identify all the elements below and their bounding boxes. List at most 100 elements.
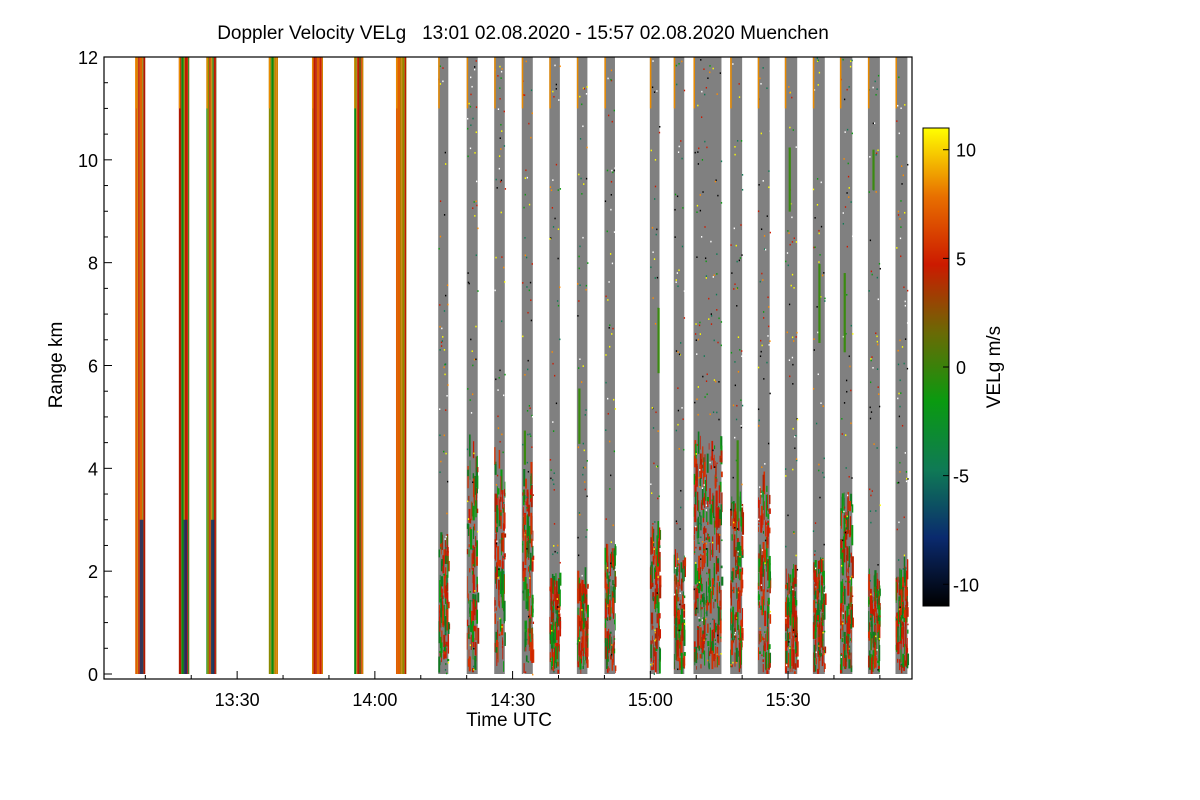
velocity-signal: [730, 649, 732, 668]
velocity-speckle: [903, 362, 905, 365]
velocity-speckle: [584, 488, 586, 491]
x-axis: 13:30 14:00 14:30 15:00 15:30: [144, 671, 881, 710]
velocity-speckle: [734, 361, 736, 363]
velocity-signal: [586, 626, 588, 639]
velocity-signal: [847, 645, 849, 654]
velocity-speckle: [657, 497, 659, 500]
x-tick-label: 14:00: [352, 690, 397, 710]
velocity-signal: [819, 615, 821, 623]
velocity-signal: [849, 597, 851, 619]
velocity-signal: [716, 626, 718, 631]
velocity-signal: [767, 520, 770, 537]
velocity-signal: [895, 581, 897, 603]
velocity-signal: [611, 644, 613, 654]
velocity-speckle: [678, 353, 681, 356]
velocity-signal: [847, 603, 851, 609]
velocity-speckle: [701, 90, 703, 93]
velocity-speckle: [504, 281, 506, 283]
velocity-speckle: [578, 300, 580, 302]
velocity-signal: [850, 629, 852, 643]
velocity-signal: [763, 501, 765, 520]
velocity-speckle: [737, 550, 739, 553]
velocity-signal: [846, 605, 849, 623]
velocity-speckle: [761, 549, 764, 551]
velocity-signal: [907, 607, 909, 617]
velocity-signal: [878, 620, 881, 639]
velocity-speckle: [694, 151, 696, 154]
velocity-signal: [604, 623, 607, 643]
velocity-signal: [649, 567, 652, 589]
velocity-speckle: [501, 433, 503, 436]
velocity-signal: [847, 497, 849, 516]
velocity-speckle: [526, 506, 528, 509]
velocity-signal: [609, 553, 611, 577]
velocity-stripe: [139, 57, 143, 674]
velocity-signal: [785, 650, 788, 664]
velocity-signal: [474, 601, 476, 607]
velocity-speckle: [578, 267, 580, 270]
velocity-signal: [532, 555, 535, 560]
velocity-speckle: [740, 399, 742, 402]
velocity-signal: [702, 649, 705, 655]
velocity-speckle: [815, 651, 817, 654]
velocity-signal: [524, 632, 527, 648]
velocity-signal: [443, 621, 445, 628]
colorbar-tick-label: 5: [956, 249, 966, 269]
velocity-speckle: [475, 60, 477, 62]
velocity-speckle: [814, 564, 816, 567]
velocity-speckle: [586, 495, 588, 498]
profile-group: [268, 57, 278, 674]
velocity-speckle: [675, 64, 678, 67]
velocity-speckle: [526, 176, 528, 179]
velocity-stripe: [401, 57, 403, 674]
velocity-signal: [732, 501, 735, 520]
velocity-speckle: [440, 460, 442, 463]
velocity-signal: [608, 604, 610, 615]
velocity-signal: [605, 543, 608, 563]
velocity-signal: [586, 659, 589, 668]
velocity-signal: [550, 598, 552, 610]
velocity-speckle: [820, 225, 823, 228]
velocity-signal: [708, 443, 710, 450]
y-tick-label: 6: [88, 357, 98, 377]
velocity-streak: [736, 440, 739, 522]
velocity-signal: [532, 545, 534, 558]
velocity-signal: [906, 587, 908, 609]
velocity-signal: [555, 573, 557, 585]
velocity-signal: [498, 496, 500, 511]
velocity-speckle: [473, 68, 476, 71]
velocity-signal: [443, 634, 446, 648]
velocity-speckle: [898, 608, 901, 611]
velocity-speckle: [495, 483, 498, 486]
velocity-speckle: [796, 331, 798, 334]
velocity-speckle: [650, 266, 652, 269]
velocity-signal: [607, 595, 610, 604]
velocity-speckle: [737, 370, 740, 373]
velocity-signal: [785, 584, 788, 589]
velocity-speckle: [706, 146, 708, 149]
velocity-signal: [558, 644, 560, 652]
velocity-signal: [679, 614, 682, 631]
velocity-signal: [702, 568, 703, 572]
velocity-signal: [552, 652, 555, 673]
velocity-speckle: [495, 256, 497, 259]
velocity-signal: [680, 634, 681, 656]
velocity-speckle: [796, 459, 798, 462]
velocity-stripe: [360, 57, 362, 674]
velocity-speckle: [906, 322, 909, 324]
velocity-speckle: [522, 443, 524, 446]
velocity-signal: [579, 650, 582, 657]
velocity-speckle: [768, 186, 770, 189]
velocity-speckle: [704, 257, 707, 260]
velocity-speckle: [532, 673, 534, 676]
velocity-speckle: [494, 289, 496, 292]
velocity-speckle: [904, 338, 907, 340]
velocity-signal: [868, 574, 871, 591]
velocity-signal: [683, 652, 686, 656]
velocity-speckle: [524, 237, 526, 239]
velocity-signal: [697, 431, 700, 454]
velocity-speckle: [818, 469, 820, 472]
velocity-signal: [814, 625, 816, 639]
velocity-speckle: [760, 350, 762, 353]
velocity-speckle: [696, 607, 698, 610]
